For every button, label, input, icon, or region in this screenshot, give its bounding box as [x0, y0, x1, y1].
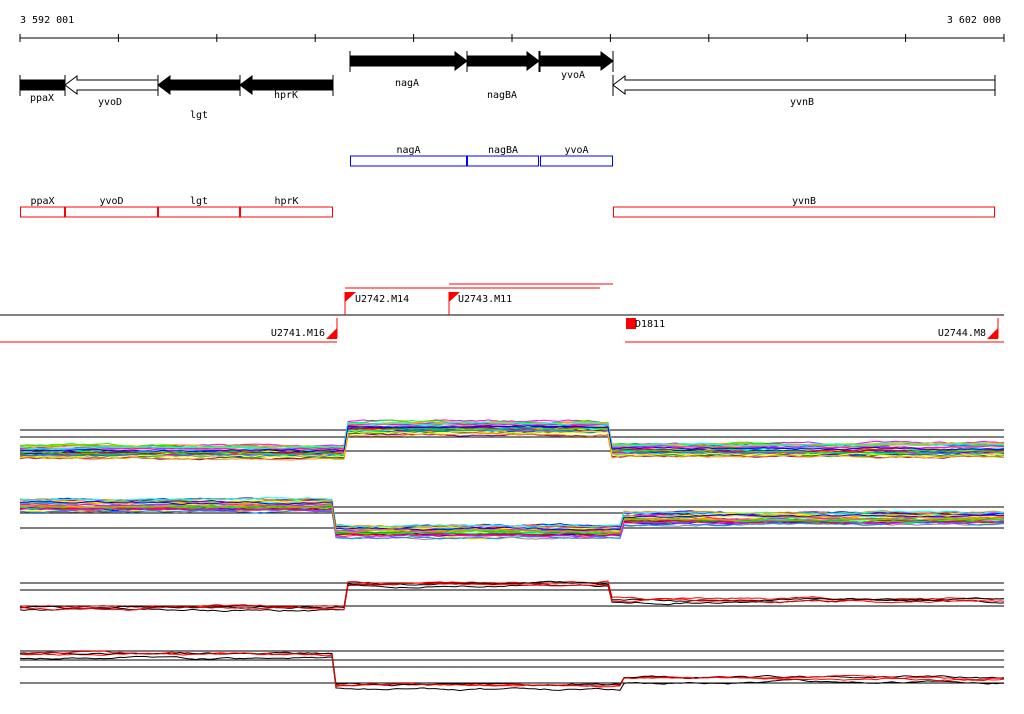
- gene-ppaX[interactable]: ppaX: [19, 75, 66, 104]
- svg-text:nagBA: nagBA: [488, 145, 518, 156]
- flag-icon: [345, 292, 356, 302]
- svg-text:yvnB: yvnB: [792, 196, 816, 207]
- strand-box-yvoA[interactable]: yvoA: [540, 145, 613, 167]
- expression-profile: [19, 500, 1005, 531]
- svg-text:U2741.M16: U2741.M16: [271, 328, 325, 339]
- strand-box-ppaX[interactable]: ppaX: [20, 196, 65, 218]
- ruler-end-label: 3 602 000: [947, 15, 1001, 26]
- gene-arrow: [157, 75, 241, 95]
- expression-panel-1: [19, 419, 1005, 461]
- gene-label: yvoD: [98, 97, 122, 108]
- svg-text:yvoA: yvoA: [564, 145, 588, 156]
- expression-profile: [20, 496, 1004, 528]
- expression-panel-3: [19, 580, 1005, 613]
- expression-profile: [19, 421, 1005, 450]
- gene-arrow: [612, 75, 996, 95]
- flag-icon: [449, 292, 460, 302]
- gene-yvoD[interactable]: yvoD: [64, 75, 159, 108]
- gene-label: yvnB: [790, 97, 814, 108]
- svg-text:U2742.M14: U2742.M14: [355, 294, 409, 305]
- strand-box-nagA[interactable]: nagA: [350, 145, 467, 167]
- expression-panel-2: [19, 496, 1005, 541]
- expression-profile: [19, 651, 1005, 687]
- gene-label: nagA: [395, 78, 419, 89]
- gene-arrow: [239, 75, 334, 95]
- expression-profile: [19, 430, 1005, 459]
- ruler: 3 592 001 3 602 000: [19, 15, 1005, 42]
- gene-yvnB[interactable]: yvnB: [612, 75, 996, 108]
- svg-text:D1811: D1811: [635, 319, 665, 330]
- gene-arrow: [64, 75, 159, 95]
- expression-profile: [20, 650, 1005, 688]
- gene-label: yvoA: [561, 70, 585, 81]
- transcript-U2744[interactable]: U2744.M8: [938, 318, 999, 339]
- gene-label: nagBA: [487, 90, 517, 101]
- svg-text:hprK: hprK: [274, 196, 298, 207]
- strand-box-yvoD[interactable]: yvoD: [65, 196, 158, 218]
- flag-icon: [626, 318, 636, 329]
- expression-profile: [19, 655, 1005, 692]
- expression-profile: [19, 423, 1005, 452]
- gene-hprK[interactable]: hprK: [239, 75, 334, 101]
- expression-profile: [19, 425, 1005, 453]
- flag-icon: [326, 328, 337, 339]
- expression-profile: [19, 582, 1005, 611]
- expression-profile: [19, 432, 1005, 461]
- expression-profile: [19, 509, 1005, 540]
- gene-nagA[interactable]: nagA: [349, 51, 468, 89]
- forward-strand-track: nagA nagBA yvoA: [350, 145, 613, 167]
- strand-box-lgt[interactable]: lgt: [158, 196, 240, 218]
- expression-profile: [19, 427, 1005, 456]
- reverse-strand-track: ppaX yvoD lgt hprK yvnB: [20, 196, 995, 218]
- gene-arrow: [539, 51, 614, 71]
- expression-panel-4: [19, 650, 1005, 692]
- svg-text:lgt: lgt: [190, 196, 208, 207]
- svg-text:yvoD: yvoD: [99, 196, 123, 207]
- gene-arrow: [19, 79, 66, 91]
- svg-text:nagA: nagA: [396, 145, 420, 156]
- svg-text:U2743.M11: U2743.M11: [458, 294, 512, 305]
- flag-icon: [987, 328, 998, 339]
- svg-text:U2744.M8: U2744.M8: [938, 328, 986, 339]
- expression-profile: [19, 505, 1005, 535]
- expression-profile: [19, 504, 1005, 534]
- transcript-D1811[interactable]: D1811: [626, 318, 665, 330]
- gene-track: ppaX yvoD lgt hprK nagA nagBA yvoA yvnB: [19, 51, 996, 121]
- gene-label: ppaX: [30, 93, 54, 104]
- svg-text:ppaX: ppaX: [30, 196, 54, 207]
- expression-panels: [19, 419, 1005, 692]
- strand-box-hprK[interactable]: hprK: [240, 196, 333, 218]
- gene-nagBA[interactable]: nagBA: [466, 51, 540, 101]
- transcript-U2741[interactable]: U2741.M16: [271, 318, 338, 339]
- gene-arrow: [466, 51, 540, 71]
- transcript-track: U2742.M14 U2743.M11 U2741.M16 D1811 U274…: [0, 283, 1004, 343]
- gene-yvoA[interactable]: yvoA: [539, 51, 614, 81]
- ruler-start-label: 3 592 001: [20, 15, 74, 26]
- strand-box-nagBA[interactable]: nagBA: [467, 145, 539, 167]
- gene-label: hprK: [274, 90, 298, 101]
- strand-box-yvnB[interactable]: yvnB: [613, 196, 995, 218]
- transcript-U2742[interactable]: U2742.M14: [344, 292, 409, 315]
- gene-label: lgt: [190, 110, 208, 121]
- transcript-U2743[interactable]: U2743.M11: [448, 292, 512, 315]
- gene-arrow: [349, 51, 468, 71]
- gene-lgt[interactable]: lgt: [157, 75, 241, 121]
